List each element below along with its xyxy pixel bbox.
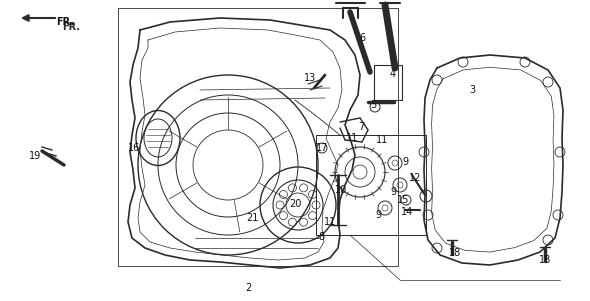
Bar: [374, 65, 402, 100]
Text: 11: 11: [376, 135, 388, 145]
Bar: [118, 8, 398, 266]
Text: 18: 18: [539, 255, 551, 265]
Text: 2: 2: [245, 283, 251, 293]
Text: 8: 8: [318, 232, 324, 242]
Text: 7: 7: [358, 122, 364, 132]
Text: 17: 17: [316, 143, 328, 153]
Text: 12: 12: [409, 173, 421, 183]
Text: 19: 19: [29, 151, 41, 161]
Text: 15: 15: [397, 195, 409, 205]
Text: 16: 16: [128, 143, 140, 153]
Text: 9: 9: [375, 210, 381, 220]
Text: 21: 21: [246, 213, 258, 223]
Text: 11: 11: [324, 217, 336, 227]
Text: 6: 6: [359, 33, 365, 43]
Text: 20: 20: [289, 199, 301, 209]
Text: 9: 9: [390, 187, 396, 197]
Text: FR.: FR.: [56, 17, 74, 27]
Text: 10: 10: [335, 185, 347, 195]
Text: 11: 11: [346, 133, 358, 143]
Text: 4: 4: [390, 69, 396, 79]
Text: FR.: FR.: [62, 22, 80, 32]
Text: 9: 9: [402, 157, 408, 167]
Text: 14: 14: [401, 207, 413, 217]
Bar: [316, 135, 426, 235]
Text: 5: 5: [370, 100, 376, 110]
Text: 13: 13: [304, 73, 316, 83]
Text: 3: 3: [469, 85, 475, 95]
Text: 18: 18: [449, 248, 461, 258]
